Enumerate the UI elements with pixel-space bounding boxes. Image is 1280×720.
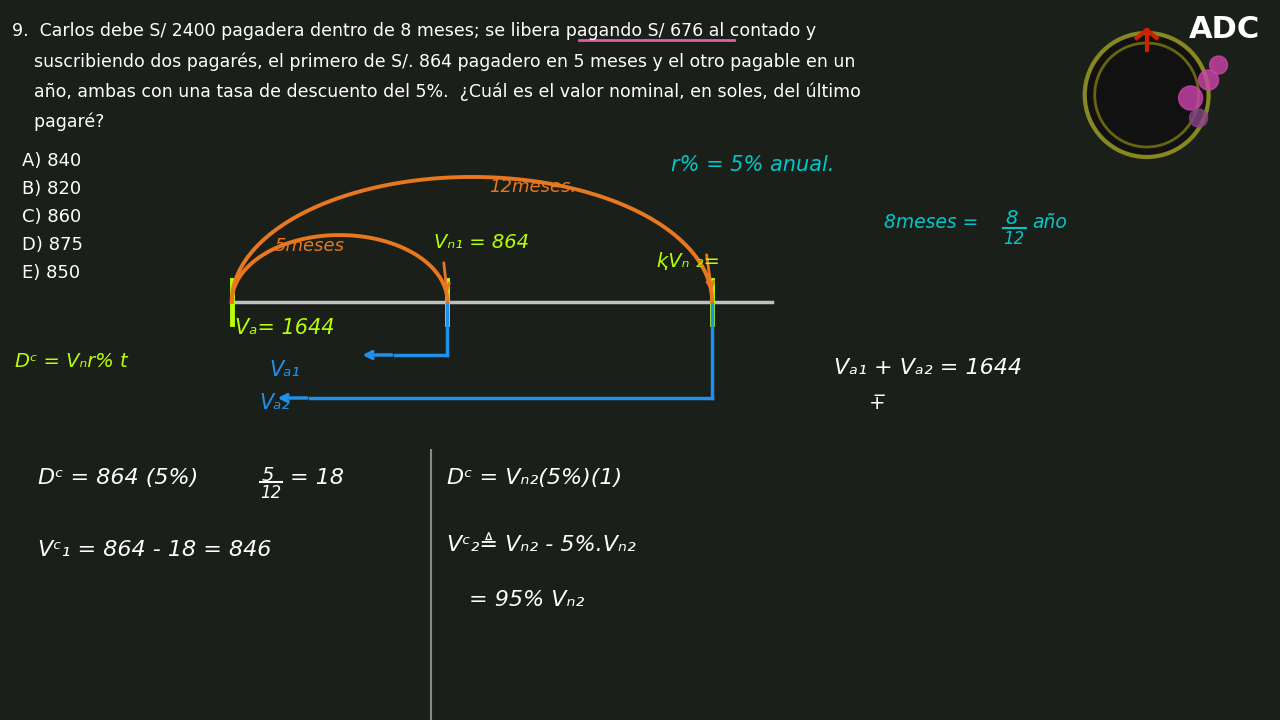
Text: A) 840: A) 840 bbox=[22, 152, 81, 170]
Text: Vᶜ₁ = 864 - 18 = 846: Vᶜ₁ = 864 - 18 = 846 bbox=[38, 540, 271, 560]
Circle shape bbox=[1210, 56, 1228, 74]
Text: = 95% Vₙ₂: = 95% Vₙ₂ bbox=[470, 590, 585, 610]
Text: = 18: = 18 bbox=[289, 468, 343, 488]
Text: 5: 5 bbox=[261, 466, 274, 485]
Text: Vₐ= 1644: Vₐ= 1644 bbox=[234, 318, 334, 338]
Text: 5meses: 5meses bbox=[275, 237, 344, 255]
Text: +̅: +̅ bbox=[869, 394, 886, 413]
Text: Vₐ₁: Vₐ₁ bbox=[270, 360, 301, 380]
Text: ⱪVₙ ₂=: ⱪVₙ ₂= bbox=[657, 252, 721, 271]
Text: D) 875: D) 875 bbox=[22, 236, 83, 254]
Text: 9.  Carlos debe S/ 2400 pagadera dentro de 8 meses; se libera pagando S/ 676 al : 9. Carlos debe S/ 2400 pagadera dentro d… bbox=[12, 22, 817, 40]
Text: 12: 12 bbox=[260, 484, 280, 502]
Text: año: año bbox=[1032, 213, 1066, 232]
Text: 8: 8 bbox=[1006, 209, 1018, 228]
Text: 12meses.: 12meses. bbox=[489, 178, 577, 196]
Text: ADC: ADC bbox=[1189, 15, 1260, 44]
Text: C) 860: C) 860 bbox=[22, 208, 81, 226]
Text: pagaré?: pagaré? bbox=[12, 112, 105, 130]
Text: suscribiendo dos pagarés, el primero de S/. 864 pagadero en 5 meses y el otro pa: suscribiendo dos pagarés, el primero de … bbox=[12, 52, 855, 71]
Circle shape bbox=[1189, 109, 1207, 127]
Text: Dᶜ = Vₙr% t: Dᶜ = Vₙr% t bbox=[15, 352, 128, 371]
Text: r% = 5% anual.: r% = 5% anual. bbox=[671, 155, 835, 175]
Text: Vᶜ₂≜ Vₙ₂ - 5%.Vₙ₂: Vᶜ₂≜ Vₙ₂ - 5%.Vₙ₂ bbox=[448, 535, 636, 555]
Text: 12: 12 bbox=[1002, 230, 1024, 248]
Text: Dᶜ = 864 (5%): Dᶜ = 864 (5%) bbox=[38, 468, 198, 488]
Text: E) 850: E) 850 bbox=[22, 264, 81, 282]
Circle shape bbox=[1198, 70, 1219, 90]
Text: 8meses =: 8meses = bbox=[884, 213, 978, 232]
Text: Dᶜ = Vₙ₂(5%)(1): Dᶜ = Vₙ₂(5%)(1) bbox=[448, 468, 622, 488]
Text: Vₐ₁ + Vₐ₂ = 1644: Vₐ₁ + Vₐ₂ = 1644 bbox=[835, 358, 1021, 378]
Text: año, ambas con una tasa de descuento del 5%.  ¿Cuál es el valor nominal, en sole: año, ambas con una tasa de descuento del… bbox=[12, 82, 861, 101]
Text: B) 820: B) 820 bbox=[22, 180, 81, 198]
Circle shape bbox=[1179, 86, 1203, 110]
Text: Vₙ₁ = 864: Vₙ₁ = 864 bbox=[434, 233, 530, 252]
Text: Vₐ₂: Vₐ₂ bbox=[260, 393, 291, 413]
Circle shape bbox=[1084, 33, 1208, 157]
